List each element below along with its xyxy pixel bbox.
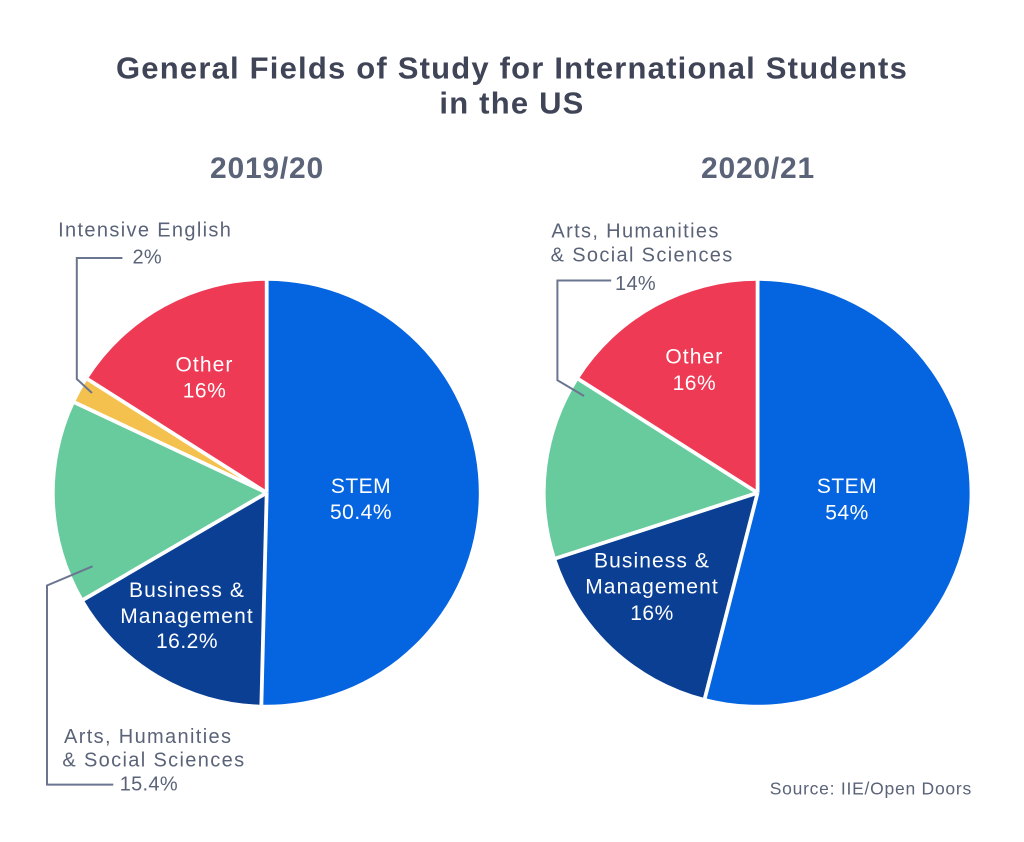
- svg-text:16%: 16%: [183, 380, 227, 403]
- svg-text:Business &: Business &: [594, 550, 710, 573]
- svg-text:16%: 16%: [630, 602, 674, 625]
- svg-text:Source: IIE/Open Doors: Source: IIE/Open Doors: [770, 778, 972, 798]
- svg-text:& Social Sciences: & Social Sciences: [62, 750, 245, 772]
- svg-text:STEM: STEM: [331, 475, 391, 498]
- svg-text:Arts, Humanities: Arts, Humanities: [551, 220, 719, 242]
- svg-text:2%: 2%: [132, 247, 162, 269]
- svg-text:& Social Sciences: & Social Sciences: [551, 245, 734, 267]
- svg-text:Business &: Business &: [129, 579, 245, 602]
- svg-text:16%: 16%: [673, 372, 717, 395]
- svg-text:Arts, Humanities: Arts, Humanities: [64, 726, 232, 748]
- svg-text:2020/21: 2020/21: [701, 152, 815, 185]
- svg-text:Management: Management: [585, 576, 719, 599]
- svg-text:Management: Management: [120, 605, 254, 628]
- svg-text:Intensive English: Intensive English: [58, 219, 232, 241]
- svg-text:54%: 54%: [825, 502, 869, 525]
- svg-text:16.2%: 16.2%: [156, 630, 218, 653]
- svg-text:Other: Other: [665, 346, 723, 369]
- svg-text:15.4%: 15.4%: [120, 774, 178, 796]
- svg-text:in the US: in the US: [439, 86, 584, 121]
- svg-text:General Fields of Study for In: General Fields of Study for Internationa…: [116, 51, 908, 86]
- svg-text:50.4%: 50.4%: [330, 501, 392, 524]
- svg-text:STEM: STEM: [817, 475, 877, 498]
- svg-text:14%: 14%: [615, 273, 656, 295]
- svg-text:2019/20: 2019/20: [210, 152, 324, 185]
- svg-text:Other: Other: [175, 354, 233, 377]
